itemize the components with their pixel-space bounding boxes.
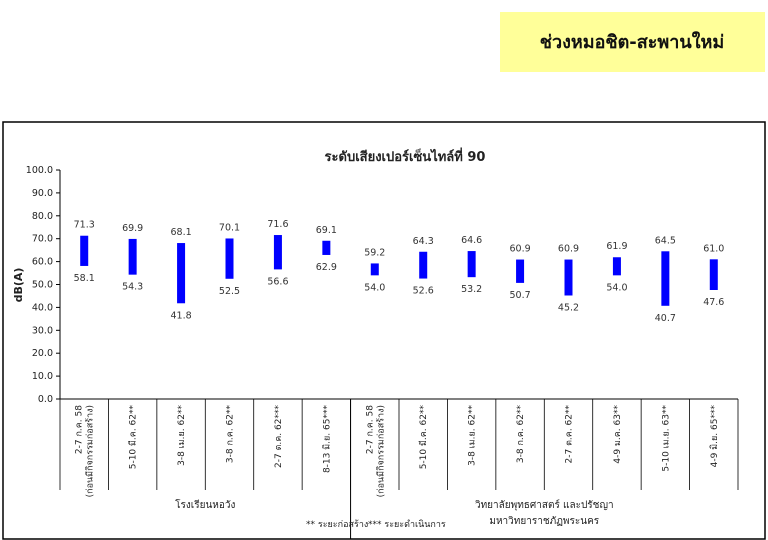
high-label: 64.5 — [655, 235, 676, 246]
x-tick-label-line: 2-7 ก.ค. 58 — [75, 405, 85, 454]
range-bar — [370, 263, 379, 276]
group-label-line: มหาวิทยาราชภัฏพระนคร — [489, 516, 599, 527]
range-bar — [128, 238, 137, 275]
x-tick-label-line: 5-10 เม.ย. 63** — [661, 405, 671, 472]
x-tick-label: 3-8 เม.ย. 62** — [177, 405, 187, 466]
x-tick-label: 2-7 ก.ค. 58(ก่อนมีกิจกรรมก่อสร้าง) — [365, 405, 386, 498]
x-tick-label: 3-8 ก.ค. 62** — [516, 405, 526, 464]
group-label: โรงเรียนหอวัง — [175, 498, 235, 511]
high-label: 69.9 — [122, 223, 143, 234]
range-bar — [225, 238, 234, 279]
x-tick-label-line: 2-7 ต.ค. 62** — [565, 405, 575, 464]
y-tick-label: 100.0 — [26, 165, 53, 176]
high-label: 60.9 — [558, 244, 579, 255]
y-tick-label: 10.0 — [32, 371, 53, 382]
x-tick-label: 2-7 ก.ค. 58(ก่อนมีกิจกรรมก่อสร้าง) — [75, 405, 96, 498]
high-label: 68.1 — [170, 227, 191, 238]
x-tick-label-line: 3-8 ก.ค. 62** — [516, 405, 526, 464]
footnote: ** ระยะก่อสร้าง — [306, 519, 368, 530]
low-label: 56.6 — [267, 276, 288, 287]
x-tick-label-line: 5-10 มี.ค. 62** — [128, 405, 139, 470]
x-tick-label-line: (ก่อนมีกิจกรรมก่อสร้าง) — [85, 405, 96, 497]
low-label: 58.1 — [74, 273, 95, 284]
y-tick-label: 90.0 — [32, 188, 53, 199]
high-label: 59.2 — [364, 247, 385, 258]
x-tick-label-line: 2-7 ก.ค. 58 — [365, 405, 375, 454]
x-tick-label: 8-13 มิ.ย. 65*** — [321, 405, 332, 474]
low-label: 52.5 — [219, 286, 240, 297]
range-bar — [612, 257, 621, 276]
y-tick-label: 60.0 — [32, 257, 53, 268]
group-label-line: โรงเรียนหอวัง — [175, 498, 235, 511]
x-tick-label-line: 3-8 เม.ย. 62** — [177, 405, 187, 466]
x-tick-label: 3-8 เม.ย. 62** — [468, 405, 478, 466]
y-tick-label: 40.0 — [32, 302, 53, 313]
y-tick-label: 70.0 — [32, 234, 53, 245]
header-box — [500, 12, 765, 72]
group-label-line: วิทยาลัยพุทธศาสตร์ และปรัชญา — [475, 499, 614, 511]
x-tick-label: 2-7 ต.ค. 62*** — [274, 405, 284, 468]
high-label: 71.3 — [74, 220, 95, 231]
low-label: 54.3 — [122, 282, 143, 293]
x-tick-label: 5-10 มี.ค. 62** — [128, 405, 139, 470]
low-label: 40.7 — [655, 313, 676, 324]
range-bar — [516, 259, 525, 283]
x-tick-label-line: (ก่อนมีกิจกรรมก่อสร้าง) — [375, 405, 386, 497]
range-bar — [419, 251, 428, 279]
high-label: 64.3 — [413, 236, 434, 247]
y-axis-label: dB(A) — [12, 268, 25, 303]
range-bar — [564, 259, 573, 296]
range-bar — [661, 251, 670, 306]
range-bar — [80, 235, 89, 266]
low-label: 50.7 — [509, 290, 530, 301]
x-tick-label: 3-8 ก.ค. 62** — [226, 405, 236, 464]
x-tick-label-line: 4-9 ม.ค. 63** — [613, 405, 623, 464]
x-tick-label: 2-7 ต.ค. 62** — [565, 405, 575, 464]
chart-title: ระดับเสียงเปอร์เซ็นไทล์ที่ 90 — [325, 147, 486, 165]
x-tick-label-line: 4-9 มิ.ย. 65*** — [709, 405, 720, 468]
low-label: 45.2 — [558, 302, 579, 313]
y-tick-label: 80.0 — [32, 211, 53, 222]
x-tick-label: 5-10 เม.ย. 63** — [661, 405, 671, 472]
low-label: 53.2 — [461, 284, 482, 295]
x-tick-label: 4-9 มิ.ย. 65*** — [709, 405, 720, 468]
low-label: 41.8 — [170, 310, 191, 321]
range-bar — [322, 240, 331, 255]
chart-frame — [2, 121, 766, 540]
low-label: 47.6 — [703, 297, 724, 308]
high-label: 64.6 — [461, 235, 482, 246]
low-label: 54.0 — [606, 282, 627, 293]
high-label: 70.1 — [219, 222, 240, 233]
x-tick-label-line: 5-10 มี.ค. 62** — [418, 405, 429, 470]
range-bar — [467, 251, 476, 278]
range-bar — [709, 259, 718, 290]
range-bar — [177, 243, 186, 304]
high-label: 61.9 — [606, 241, 627, 252]
x-tick-label-line: 3-8 เม.ย. 62** — [468, 405, 478, 466]
high-label: 71.6 — [267, 219, 288, 230]
y-tick-label: 50.0 — [32, 280, 53, 291]
x-tick-label: 4-9 ม.ค. 63** — [613, 405, 623, 464]
low-label: 54.0 — [364, 282, 385, 293]
y-tick-label: 20.0 — [32, 348, 53, 359]
high-label: 69.1 — [316, 225, 337, 236]
range-bar — [273, 235, 282, 270]
low-label: 52.6 — [413, 286, 434, 297]
x-tick-label-line: 2-7 ต.ค. 62*** — [274, 405, 284, 468]
footnote: *** ระยะดำเนินการ — [368, 519, 446, 530]
high-label: 61.0 — [703, 243, 724, 254]
header-title: ช่วงหมอชิต-สะพานใหม่ — [540, 31, 724, 53]
y-tick-label: 30.0 — [32, 325, 53, 336]
group-label: วิทยาลัยพุทธศาสตร์ และปรัชญามหาวิทยาราชภ… — [475, 499, 614, 527]
y-tick-label: 0.0 — [38, 394, 53, 405]
high-label: 60.9 — [509, 244, 530, 255]
x-tick-label: 5-10 มี.ค. 62** — [418, 405, 429, 470]
x-tick-label-line: 3-8 ก.ค. 62** — [226, 405, 236, 464]
x-tick-label-line: 8-13 มิ.ย. 65*** — [321, 405, 332, 474]
low-label: 62.9 — [316, 262, 337, 273]
